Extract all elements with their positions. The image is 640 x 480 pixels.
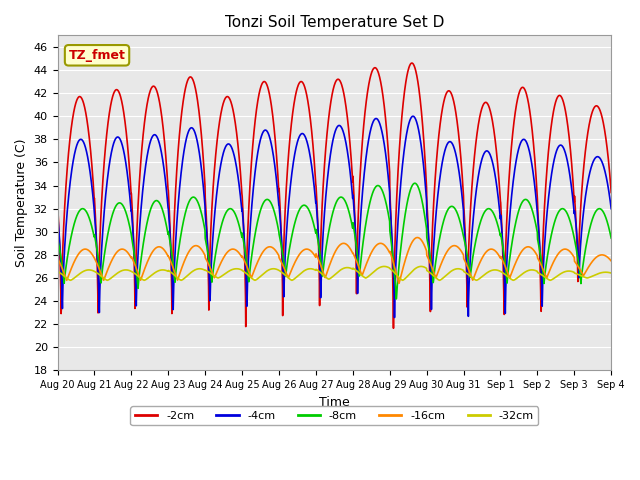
-32cm [380,264,388,269]
-4cm [350,209,358,215]
-4cm [496,208,504,214]
-2cm [559,97,566,103]
Line: -32cm: -32cm [58,266,611,280]
-16cm [395,280,403,286]
-32cm [288,277,296,283]
-32cm [54,268,61,274]
-16cm [574,264,582,269]
-4cm [574,251,582,256]
Title: Tonzi Soil Temperature Set D: Tonzi Soil Temperature Set D [225,15,444,30]
-32cm [208,271,216,277]
Line: -2cm: -2cm [58,63,611,328]
-16cm [350,253,358,259]
Y-axis label: Soil Temperature (C): Soil Temperature (C) [15,139,28,267]
-2cm [208,205,216,211]
-4cm [409,113,417,119]
-32cm [559,270,566,276]
-16cm [559,247,566,252]
-16cm [362,262,370,267]
-2cm [390,325,397,331]
Legend: -2cm, -4cm, -8cm, -16cm, -32cm: -2cm, -4cm, -8cm, -16cm, -32cm [131,406,538,425]
-8cm [392,296,400,302]
-8cm [559,206,566,212]
-4cm [208,250,216,255]
-16cm [496,254,504,260]
-8cm [54,235,61,241]
-2cm [574,277,582,283]
-8cm [496,229,504,235]
-32cm [351,266,358,272]
-2cm [408,60,416,66]
-4cm [54,210,61,216]
-8cm [208,279,216,285]
-8cm [350,228,358,234]
Line: -16cm: -16cm [58,238,611,283]
-2cm [607,190,615,195]
X-axis label: Time: Time [319,396,349,408]
-32cm [363,275,371,280]
-2cm [54,200,61,205]
-8cm [411,180,419,186]
-16cm [54,255,61,261]
-16cm [413,235,421,240]
-32cm [574,272,582,277]
-32cm [496,268,504,274]
-2cm [350,199,358,205]
-8cm [362,218,370,224]
-4cm [362,153,370,158]
-32cm [607,270,615,276]
Text: TZ_fmet: TZ_fmet [68,49,125,62]
Line: -8cm: -8cm [58,183,611,299]
-4cm [607,206,615,212]
-4cm [390,315,398,321]
-8cm [607,235,615,241]
-16cm [208,269,216,275]
-16cm [607,258,615,264]
-4cm [559,144,566,149]
-2cm [496,186,504,192]
-2cm [362,98,370,104]
Line: -4cm: -4cm [58,116,611,318]
-8cm [574,257,582,263]
